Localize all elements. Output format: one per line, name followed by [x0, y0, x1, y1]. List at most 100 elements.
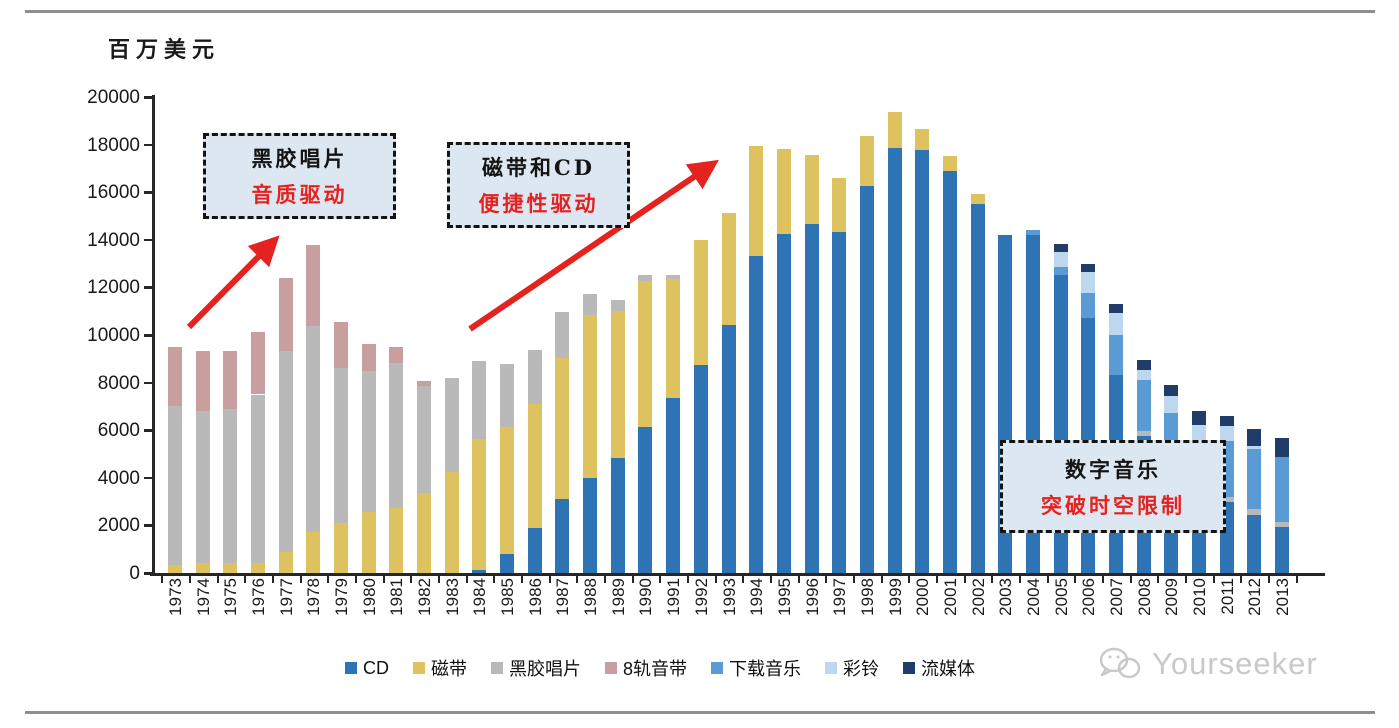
watermark: Yourseeker — [1096, 644, 1318, 684]
bar-segment-1985-黑胶唱片 — [500, 363, 515, 427]
bar-segment-2012-CD — [1247, 514, 1262, 573]
x-tick-label-1995: 1995 — [774, 578, 794, 616]
x-tick-label-1990: 1990 — [636, 578, 656, 616]
legend-label: 彩铃 — [843, 659, 880, 679]
x-tick-label-1982: 1982 — [415, 578, 435, 616]
bar-segment-1995-磁带 — [776, 149, 791, 234]
bar-segment-1974-8轨音带 — [195, 350, 210, 412]
legend-item-黑胶唱片: 黑胶唱片 — [491, 655, 581, 681]
x-tick — [603, 575, 606, 583]
x-tick — [1129, 575, 1132, 583]
x-tick — [770, 575, 772, 583]
legend-label: 黑胶唱片 — [509, 659, 581, 679]
x-tick — [742, 575, 745, 583]
bar-segment-2008-下载音乐 — [1136, 379, 1151, 431]
bar-segment-1981-黑胶唱片 — [389, 363, 404, 508]
annotation-digital-title: 数字音乐 — [1065, 456, 1161, 482]
x-tick — [1019, 575, 1022, 583]
x-tick-label-2002: 2002 — [968, 578, 988, 616]
bar-segment-1987-黑胶唱片 — [555, 312, 570, 359]
bar-segment-1974-黑胶唱片 — [195, 411, 210, 564]
legend-item-8轨音带: 8轨音带 — [605, 655, 687, 681]
y-tick — [144, 96, 152, 99]
y-tick — [144, 143, 152, 147]
bar-segment-2013-CD — [1275, 527, 1289, 573]
x-tick-label-1992: 1992 — [691, 578, 711, 616]
bar-segment-1984-CD — [472, 570, 487, 573]
x-tick-label-1984: 1984 — [470, 578, 490, 616]
y-axis-unit-label: 百万美元 — [108, 37, 221, 63]
annotation-cassette-cd-subtitle: 便捷性驱动 — [478, 191, 599, 216]
bar-segment-2005-流媒体 — [1053, 243, 1068, 253]
x-tick — [216, 575, 219, 583]
bar-segment-2010-流媒体 — [1191, 411, 1206, 425]
x-tick-label-2003: 2003 — [996, 578, 1016, 616]
y-tick-label: 4000 — [97, 467, 140, 489]
bar-segment-1982-磁带 — [417, 493, 432, 573]
x-tick — [1185, 575, 1188, 583]
y-tick-label: 0 — [129, 563, 140, 584]
y-tick — [144, 381, 152, 385]
bar-segment-1993-CD — [721, 325, 736, 573]
x-tick-label-1996: 1996 — [802, 578, 822, 616]
x-tick-label-2007: 2007 — [1106, 578, 1126, 616]
x-tick — [963, 575, 966, 583]
bar-segment-2001-磁带 — [942, 156, 957, 171]
x-tick — [1074, 575, 1077, 583]
x-tick-label-1994: 1994 — [747, 578, 767, 616]
x-tick-label-1977: 1977 — [276, 578, 296, 616]
x-tick — [437, 575, 440, 583]
bar-segment-1996-CD — [804, 223, 819, 573]
bar-segment-1998-CD — [859, 185, 874, 573]
x-tick — [271, 575, 274, 583]
x-tick-label-1979: 1979 — [332, 578, 352, 616]
bar-segment-1991-黑胶唱片 — [666, 275, 681, 279]
y-tick-label: 14000 — [87, 229, 140, 251]
bar-segment-1989-磁带 — [610, 311, 625, 459]
legend-swatch — [491, 662, 503, 674]
x-tick-label-1974: 1974 — [193, 578, 213, 616]
annotation-vinyl: 黑胶唱片 音质驱动 — [203, 133, 396, 219]
bar-segment-1987-CD — [555, 498, 570, 573]
x-tick-label-1987: 1987 — [553, 578, 573, 616]
y-tick-label: 12000 — [87, 277, 140, 299]
x-tick — [880, 575, 883, 583]
bar-segment-1997-磁带 — [832, 178, 847, 233]
bar-segment-1978-磁带 — [306, 531, 321, 573]
bar-segment-1977-磁带 — [278, 551, 293, 573]
legend-swatch — [605, 662, 617, 674]
bar-segment-2008-彩铃 — [1136, 369, 1151, 380]
x-tick — [659, 575, 662, 583]
x-tick — [244, 575, 247, 583]
bar-segment-1994-CD — [749, 255, 764, 573]
bar-segment-1973-8轨音带 — [168, 346, 182, 407]
bar-segment-2004-下载音乐 — [1025, 230, 1040, 236]
annotation-vinyl-title: 黑胶唱片 — [251, 146, 348, 171]
x-tick-label-1976: 1976 — [249, 578, 269, 616]
y-tick — [144, 191, 152, 194]
x-tick-label-1985: 1985 — [498, 578, 518, 616]
legend-swatch — [903, 662, 916, 674]
legend-swatch — [345, 662, 357, 674]
legend-label: 8轨音带 — [623, 659, 688, 679]
x-tick-label-1989: 1989 — [608, 578, 628, 616]
x-tick-label-2008: 2008 — [1134, 578, 1154, 616]
bar-segment-2013-下载音乐 — [1275, 457, 1289, 523]
legend-label: 流媒体 — [921, 659, 976, 679]
bar-segment-2001-CD — [942, 170, 957, 573]
x-tick — [797, 575, 800, 583]
bar-segment-1990-CD — [638, 426, 653, 573]
x-tick-label-1991: 1991 — [664, 578, 684, 616]
bar-segment-1973-黑胶唱片 — [168, 406, 182, 565]
x-tick-label-2013: 2013 — [1273, 578, 1292, 616]
bar-segment-1987-磁带 — [555, 358, 570, 499]
x-tick — [1157, 575, 1160, 583]
y-tick-label: 2000 — [97, 515, 140, 537]
bar-segment-1999-磁带 — [887, 111, 902, 148]
legend-item-下载音乐: 下载音乐 — [711, 655, 801, 681]
y-tick — [144, 429, 152, 432]
bar-segment-1979-8轨音带 — [334, 321, 349, 368]
bar-segment-1974-磁带 — [195, 563, 210, 573]
x-tick-label-1981: 1981 — [387, 578, 407, 616]
